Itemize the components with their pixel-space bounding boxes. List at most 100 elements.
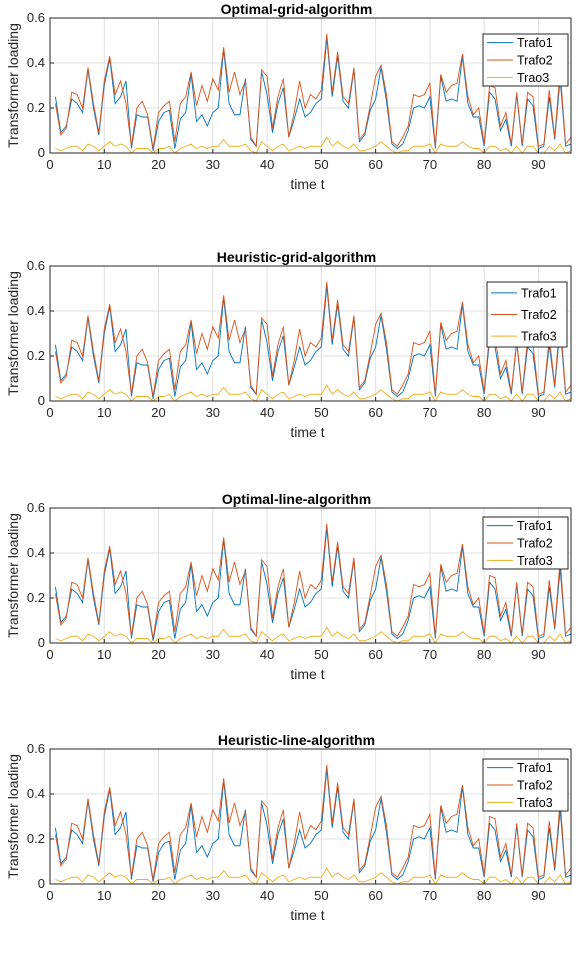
chart-1-y-tick-label: 0.6 bbox=[27, 10, 45, 25]
chart-2-x-tick-label: 0 bbox=[46, 405, 53, 420]
chart-3-x-tick-label: 60 bbox=[368, 647, 382, 662]
chart-3-x-tick-label: 70 bbox=[423, 647, 437, 662]
chart-1-x-tick-label: 50 bbox=[314, 157, 328, 172]
chart-4-x-tick-label: 90 bbox=[531, 888, 545, 903]
chart-1-x-tick-label: 30 bbox=[206, 157, 220, 172]
chart-4-x-tick-label: 30 bbox=[206, 888, 220, 903]
chart-3-x-tick-label: 10 bbox=[97, 647, 111, 662]
chart-1-x-tick-label: 80 bbox=[477, 157, 491, 172]
chart-1-y-tick-label: 0 bbox=[38, 145, 45, 160]
chart-4-x-tick-label: 60 bbox=[368, 888, 382, 903]
chart-2-axes-box bbox=[49, 265, 572, 402]
chart-1-y-tick-label: 0.4 bbox=[27, 55, 45, 70]
chart-3-x-tick-label: 0 bbox=[46, 647, 53, 662]
chart-2-x-axis-label: time t bbox=[290, 424, 324, 440]
chart-2-title: Heuristic-grid-algorithm bbox=[217, 249, 376, 265]
chart-4-x-tick-label: 20 bbox=[151, 888, 165, 903]
chart-3-y-tick-label: 0.4 bbox=[27, 545, 45, 560]
chart-2-legend-label-trafo3: Trafo3 bbox=[521, 330, 557, 344]
chart-1-legend-label-trafo1: Trafo1 bbox=[517, 36, 553, 50]
chart-3-legend-label-trafo2: Trafo2 bbox=[517, 537, 553, 551]
chart-4-legend-label-trafo1: Trafo1 bbox=[517, 761, 553, 775]
chart-3-series-trafo2-line bbox=[54, 523, 571, 639]
chart-4: 0 10 20 30 40 50 60 70 80 90 0 0.2 0.4 0.6 Heuristic-l… bbox=[5, 732, 572, 923]
chart-2-y-tick-label: 0.4 bbox=[27, 303, 45, 318]
chart-2-x-tick-label: 50 bbox=[314, 405, 328, 420]
chart-2-y-tick-label: 0.6 bbox=[27, 258, 45, 273]
chart-2: 0 10 20 30 40 50 60 70 80 90 0 0.2 0.4 0.6 Heuristic-g… bbox=[5, 249, 572, 440]
chart-3-y-tick-label: 0.2 bbox=[27, 590, 45, 605]
chart-3-legend-label-trafo3: Trafo3 bbox=[517, 554, 553, 568]
chart-4-y-tick-label: 0.6 bbox=[27, 741, 45, 756]
chart-4-legend: Trafo1 Trafo2 Trafo3 bbox=[482, 758, 569, 812]
chart-2-legend-label-trafo1: Trafo1 bbox=[521, 286, 557, 300]
chart-3-y-axis-label: Transformer loading bbox=[5, 513, 21, 638]
chart-1: 0 10 20 30 40 50 60 70 80 90 0 0.2 0.4 0.6 Optimal-gri… bbox=[5, 1, 572, 192]
chart-2-x-tick-label: 20 bbox=[151, 405, 165, 420]
chart-1-legend-label-trafo3: Trao3 bbox=[517, 71, 549, 85]
chart-2-y-axis-label: Transformer loading bbox=[5, 271, 21, 396]
chart-3-series-trafo3-line bbox=[55, 626, 571, 643]
chart-4-x-tick-label: 70 bbox=[423, 888, 437, 903]
chart-3-x-tick-label: 50 bbox=[314, 647, 328, 662]
chart-1-x-tick-label: 0 bbox=[46, 157, 53, 172]
chart-4-x-tick-label: 50 bbox=[314, 888, 328, 903]
chart-1-x-tick-label: 10 bbox=[97, 157, 111, 172]
chart-1-series-trafo2-line bbox=[54, 33, 571, 149]
chart-4-y-axis-label: Transformer loading bbox=[5, 754, 21, 879]
chart-1-x-axis-label: time t bbox=[290, 176, 324, 192]
chart-3-x-tick-label: 20 bbox=[151, 647, 165, 662]
chart-3: 0 10 20 30 40 50 60 70 80 90 0 0.2 0.4 0.6 Optimal-lin… bbox=[5, 491, 572, 682]
chart-1-x-tick-label: 20 bbox=[151, 157, 165, 172]
chart-2-x-tick-label: 70 bbox=[423, 405, 437, 420]
chart-1-legend: Trafo1 Trafo2 Trao3 bbox=[482, 33, 569, 87]
chart-3-y-tick-label: 0 bbox=[38, 635, 45, 650]
chart-2-x-tick-label: 10 bbox=[97, 405, 111, 420]
chart-1-series-trafo3-line bbox=[55, 136, 571, 153]
chart-4-y-tick-label: 0.2 bbox=[27, 831, 45, 846]
chart-1-axes-box bbox=[49, 17, 572, 154]
chart-2-x-tick-label: 30 bbox=[206, 405, 220, 420]
chart-4-y-tick-label: 0 bbox=[38, 876, 45, 891]
chart-1-y-axis-label: Transformer loading bbox=[5, 23, 21, 148]
chart-4-x-tick-label: 0 bbox=[46, 888, 53, 903]
chart-3-title: Optimal-line-algorithm bbox=[222, 491, 371, 507]
chart-4-x-tick-label: 10 bbox=[97, 888, 111, 903]
chart-3-legend-label-trafo1: Trafo1 bbox=[517, 519, 553, 533]
chart-1-x-tick-label: 60 bbox=[368, 157, 382, 172]
chart-1-legend-label-trafo2: Trafo2 bbox=[517, 54, 553, 68]
chart-2-series-trafo3-line bbox=[55, 384, 571, 401]
chart-4-legend-label-trafo2: Trafo2 bbox=[517, 779, 553, 793]
chart-4-legend-label-trafo3: Trafo3 bbox=[517, 796, 553, 810]
chart-4-series-trafo2-line bbox=[54, 764, 571, 880]
chart-3-x-axis-label: time t bbox=[290, 666, 324, 682]
chart-3-x-tick-label: 40 bbox=[260, 647, 274, 662]
chart-4-title: Heuristic-line-algorithm bbox=[218, 732, 375, 748]
chart-3-x-tick-label: 30 bbox=[206, 647, 220, 662]
chart-2-x-tick-label: 90 bbox=[531, 405, 545, 420]
chart-2-x-tick-label: 60 bbox=[368, 405, 382, 420]
chart-3-axes-box bbox=[49, 507, 572, 644]
chart-4-x-tick-label: 40 bbox=[260, 888, 274, 903]
chart-2-x-tick-label: 40 bbox=[260, 405, 274, 420]
chart-2-x-tick-label: 80 bbox=[477, 405, 491, 420]
chart-1-x-tick-label: 70 bbox=[423, 157, 437, 172]
chart-3-legend: Trafo1 Trafo2 Trafo3 bbox=[482, 516, 569, 570]
chart-4-x-axis-label: time t bbox=[290, 907, 324, 923]
chart-2-legend-label-trafo2: Trafo2 bbox=[521, 308, 557, 322]
chart-2-legend: Trafo1 Trafo2 Trafo3 bbox=[486, 281, 568, 348]
chart-4-series-trafo3-line bbox=[55, 867, 571, 884]
chart-1-x-tick-label: 90 bbox=[531, 157, 545, 172]
chart-4-y-tick-label: 0.4 bbox=[27, 786, 45, 801]
chart-3-y-tick-label: 0.6 bbox=[27, 500, 45, 515]
chart-2-y-tick-label: 0.2 bbox=[27, 348, 45, 363]
chart-1-y-tick-label: 0.2 bbox=[27, 100, 45, 115]
chart-1-x-tick-label: 40 bbox=[260, 157, 274, 172]
chart-1-title: Optimal-grid-algorithm bbox=[221, 1, 373, 17]
chart-4-axes-box bbox=[49, 748, 572, 885]
chart-4-x-tick-label: 80 bbox=[477, 888, 491, 903]
chart-3-x-tick-label: 80 bbox=[477, 647, 491, 662]
chart-2-series-trafo2-line bbox=[54, 281, 571, 397]
chart-2-y-tick-label: 0 bbox=[38, 393, 45, 408]
